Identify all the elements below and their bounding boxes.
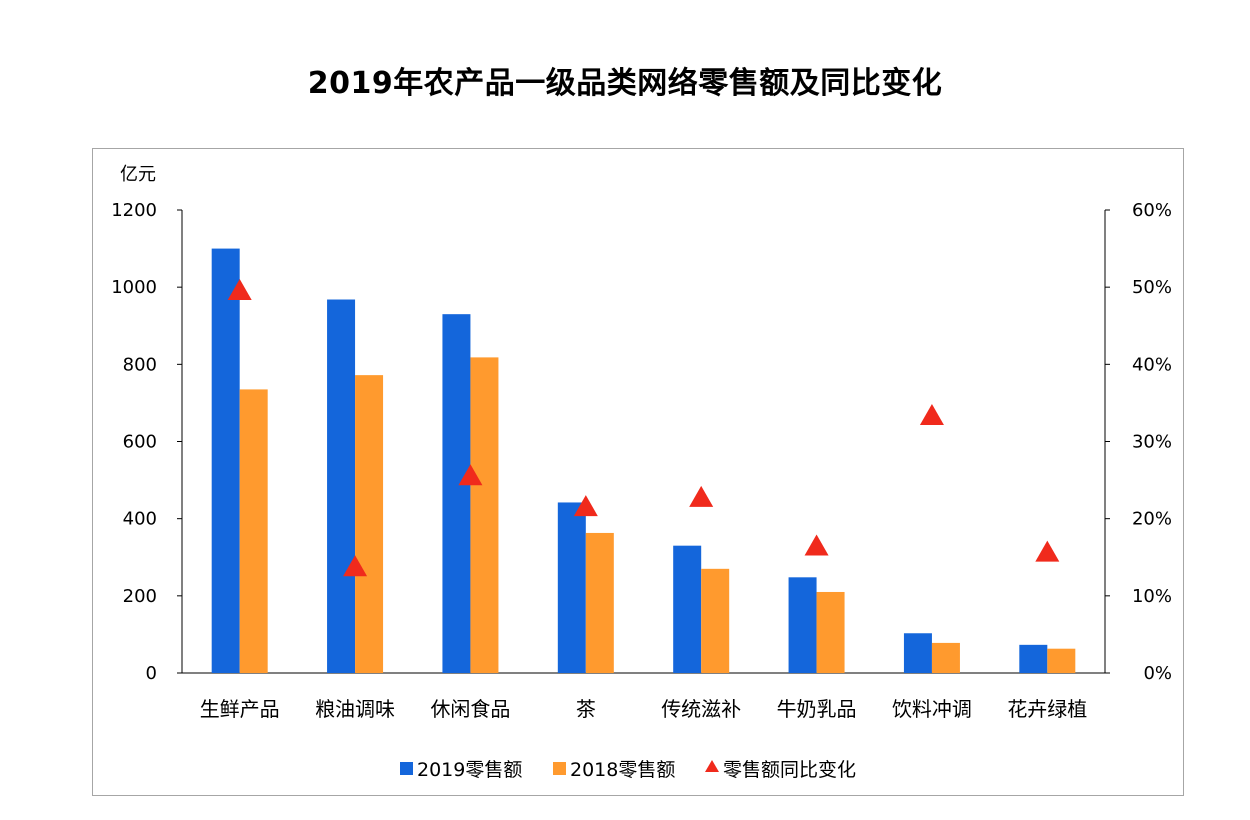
bar-2019-3 [557,502,586,673]
right-y-tick-label: 0% [1143,663,1172,684]
left-y-tick-label: 800 [123,354,157,375]
bar-2019-4 [673,545,702,673]
right-y-tick-label: 20% [1132,509,1172,530]
right-y-tick-label: 50% [1132,277,1172,298]
left-y-tick-label: 0 [146,663,157,684]
left-y-tick-label: 600 [123,432,157,453]
bar-2019-1 [327,299,356,673]
chart-frame [92,148,1184,796]
bar-2018-0 [239,389,268,673]
bar-2018-6 [931,642,960,673]
bar-2019-0 [211,248,240,674]
category-label: 牛奶乳品 [777,697,857,721]
right-y-tick-label: 40% [1132,354,1172,375]
yoy-marker-5 [804,534,829,556]
category-label: 茶 [576,697,596,721]
left-y-tick-label: 1200 [111,200,157,221]
category-label: 传统滋补 [661,697,741,721]
y-axis-unit-label: 亿元 [120,164,156,185]
yoy-marker-3 [573,495,598,517]
legend-label-2018: 2018零售额 [570,759,675,781]
bar-2019-6 [903,633,932,673]
legend-swatch-2019 [400,762,413,775]
category-label: 休闲食品 [430,697,510,721]
left-y-tick-label: 200 [123,586,157,607]
bar-2019-2 [442,314,471,673]
legend-swatch-2018 [553,762,566,775]
bar-2018-2 [470,357,499,673]
right-y-tick-label: 30% [1132,432,1172,453]
yoy-marker-6 [919,404,944,426]
legend-label-yoy: 零售额同比变化 [723,759,856,781]
legend-marker-yoy [705,760,719,772]
left-y-tick-label: 400 [123,509,157,530]
bar-2018-7 [1047,648,1076,673]
legend-label-2019: 2019零售额 [417,759,522,781]
right-y-tick-label: 10% [1132,586,1172,607]
bar-2018-5 [816,591,845,673]
bar-2018-4 [701,568,730,673]
chart-title: 2019年农产品一级品类网络零售额及同比变化 [307,66,943,101]
yoy-marker-1 [343,555,368,577]
left-y-tick-label: 1000 [111,277,157,298]
yoy-marker-0 [227,279,252,301]
category-label: 粮油调味 [315,697,395,721]
bar-2019-7 [1019,644,1048,673]
category-label: 生鲜产品 [200,697,280,721]
bar-2018-1 [355,375,384,673]
bar-2019-5 [788,577,817,673]
category-label: 花卉绿植 [1007,697,1087,721]
yoy-marker-2 [458,464,483,486]
category-label: 饮料冲调 [892,697,972,721]
yoy-marker-4 [689,485,714,507]
bar-2018-3 [585,532,614,673]
right-y-tick-label: 60% [1132,200,1172,221]
yoy-marker-7 [1035,540,1060,562]
